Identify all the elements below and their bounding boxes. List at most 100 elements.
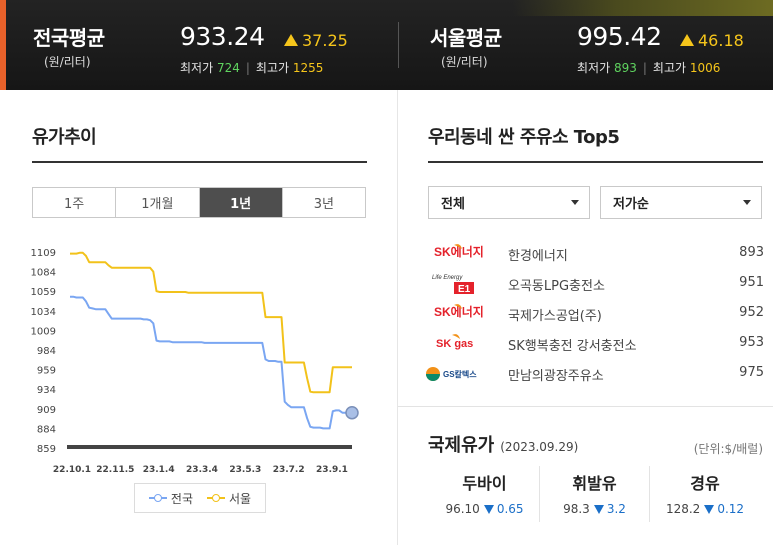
y-tick-label: 884 bbox=[37, 424, 56, 435]
station-row[interactable]: SK에너지 한경에너지 893 bbox=[424, 241, 764, 267]
svg-text:SK에너지: SK에너지 bbox=[434, 304, 484, 319]
caret-down-icon bbox=[743, 200, 751, 205]
x-tick-label: 23.1.4 bbox=[143, 465, 175, 475]
up-arrow-icon bbox=[680, 34, 694, 46]
national-max: 1255 bbox=[292, 61, 324, 75]
y-tick-label: 1059 bbox=[31, 287, 56, 298]
national-unit: (원/리터) bbox=[44, 55, 91, 69]
x-tick-label: 23.7.2 bbox=[273, 465, 305, 475]
intl-item-dubai: 두바이 96.10 0.65 bbox=[430, 466, 540, 522]
station-name: SK행복충전 강서충전소 bbox=[508, 339, 637, 354]
seoul-average: 서울평균 (원/리터) 995.42 46.18 최저가 893 | 최고가 100… bbox=[398, 0, 773, 90]
series-line-national bbox=[70, 295, 352, 430]
gs-caltex-logo: GS칼텍스 bbox=[426, 367, 477, 381]
x-axis-bar bbox=[67, 445, 352, 449]
sk-energy-logo: SK에너지 bbox=[434, 244, 484, 259]
down-arrow-icon bbox=[483, 505, 494, 514]
intl-item-gasoline: 휘발유 98.3 3.2 bbox=[540, 466, 650, 522]
price-summary-banner: 전국평균 (원/리터) 933.24 37.25 최저가 724 | 최고가 125… bbox=[0, 0, 773, 90]
cheap-title-underline bbox=[428, 161, 763, 163]
x-tick-label: 22.10.1 bbox=[53, 465, 91, 475]
down-arrow-icon bbox=[593, 505, 604, 514]
y-tick-label: 1034 bbox=[31, 307, 56, 318]
sk-gas-logo: SK gas bbox=[436, 334, 473, 350]
tab-3years[interactable]: 3년 bbox=[282, 188, 365, 217]
y-tick-label: 934 bbox=[37, 385, 56, 396]
intl-divider bbox=[398, 406, 773, 407]
x-tick-label: 23.3.4 bbox=[186, 465, 218, 475]
cheap-stations-panel: 우리동네 싼 주유소 Top5 전체 저가순 SK에너지 한경에너지 893 L… bbox=[398, 90, 773, 545]
y-tick-label: 984 bbox=[37, 346, 56, 357]
x-tick-label: 23.9.1 bbox=[316, 465, 348, 475]
y-tick-label: 859 bbox=[37, 444, 56, 455]
panel-divider bbox=[397, 90, 398, 545]
legend-national[interactable]: 전국 bbox=[148, 490, 193, 507]
station-name: 만남의광장주유소 bbox=[508, 369, 604, 384]
trend-title-underline bbox=[32, 161, 367, 163]
region-select[interactable]: 전체 bbox=[428, 186, 590, 219]
national-minmax: 최저가 724 | 최고가 1255 bbox=[180, 61, 324, 75]
station-row[interactable]: Life Energy E1 오곡동LPG충전소 951 bbox=[424, 271, 764, 297]
legend-seoul[interactable]: 서울 bbox=[207, 490, 251, 507]
tab-1year[interactable]: 1년 bbox=[199, 188, 283, 217]
trend-title: 유가추이 bbox=[32, 127, 97, 148]
station-price: 951 bbox=[739, 275, 764, 290]
y-tick-label: 909 bbox=[37, 405, 56, 416]
y-tick-label: 1084 bbox=[31, 268, 56, 279]
legend-national-swatch bbox=[148, 493, 167, 503]
e1-logo: Life Energy E1 bbox=[432, 275, 474, 295]
svg-text:GS칼텍스: GS칼텍스 bbox=[443, 369, 477, 379]
cheap-title: 우리동네 싼 주유소 Top5 bbox=[428, 127, 620, 148]
y-tick-label: 959 bbox=[37, 366, 56, 377]
hover-point-marker[interactable] bbox=[345, 405, 359, 420]
sort-select[interactable]: 저가순 bbox=[600, 186, 762, 219]
caret-down-icon bbox=[571, 200, 579, 205]
seoul-minmax: 최저가 893 | 최고가 1006 bbox=[577, 61, 721, 75]
national-title: 전국평균 bbox=[33, 26, 105, 50]
station-row[interactable]: SK gas SK행복충전 강서충전소 953 bbox=[424, 331, 764, 357]
period-tabs: 1주 1개월 1년 3년 bbox=[32, 187, 366, 218]
seoul-price: 995.42 bbox=[577, 22, 662, 51]
legend-seoul-swatch bbox=[207, 493, 225, 503]
sk-energy-logo: SK에너지 bbox=[434, 304, 484, 319]
station-price: 893 bbox=[739, 245, 764, 260]
national-price: 933.24 bbox=[180, 22, 265, 51]
seoul-title: 서울평균 bbox=[430, 26, 502, 50]
x-tick-label: 23.5.3 bbox=[229, 465, 261, 475]
price-trend-chart: 1109 1084 1059 1034 1009 984 959 934 909 884 859 2… bbox=[31, 248, 359, 475]
svg-text:SK에너지: SK에너지 bbox=[434, 244, 484, 259]
down-arrow-icon bbox=[704, 505, 715, 514]
station-name: 국제가스공업(주) bbox=[508, 309, 602, 324]
x-tick-label: 22.11.5 bbox=[96, 465, 134, 475]
station-row[interactable]: GS칼텍스 만남의광장주유소 975 bbox=[424, 361, 764, 387]
intl-oil-title: 국제유가 (2023.09.29) bbox=[428, 435, 579, 456]
station-price: 975 bbox=[739, 365, 764, 380]
station-name: 오곡동LPG충전소 bbox=[508, 279, 605, 294]
svg-text:SK gas: SK gas bbox=[436, 338, 473, 350]
chart-legend: 전국 서울 bbox=[134, 483, 266, 513]
seoul-max: 1006 bbox=[689, 61, 721, 75]
price-trend-panel: 유가추이 1주 1개월 1년 3년 1109 1084 1059 1034 1009 98… bbox=[0, 90, 398, 545]
intl-date: (2023.09.29) bbox=[500, 440, 579, 454]
svg-text:E1: E1 bbox=[458, 284, 471, 295]
station-name: 한경에너지 bbox=[508, 249, 568, 264]
up-arrow-icon bbox=[284, 34, 298, 46]
banner-divider bbox=[398, 22, 399, 68]
national-min: 724 bbox=[216, 61, 240, 75]
national-change: 37.25 bbox=[284, 31, 348, 50]
seoul-min: 893 bbox=[613, 61, 637, 75]
station-price: 952 bbox=[739, 305, 764, 320]
seoul-change: 46.18 bbox=[680, 31, 744, 50]
national-average: 전국평균 (원/리터) 933.24 37.25 최저가 724 | 최고가 125… bbox=[0, 0, 398, 90]
intl-unit: (단위:$/배럴) bbox=[693, 442, 763, 456]
y-tick-label: 1109 bbox=[31, 248, 56, 259]
y-tick-label: 1009 bbox=[31, 326, 56, 337]
svg-text:Life Energy: Life Energy bbox=[432, 275, 463, 281]
station-price: 953 bbox=[739, 335, 764, 350]
intl-item-diesel: 경유 128.2 0.12 bbox=[665, 474, 745, 516]
seoul-unit: (원/리터) bbox=[441, 55, 488, 69]
station-row[interactable]: SK에너지 국제가스공업(주) 952 bbox=[424, 301, 764, 327]
tab-1week[interactable]: 1주 bbox=[33, 188, 117, 217]
series-line-seoul bbox=[70, 251, 352, 394]
tab-1month[interactable]: 1개월 bbox=[116, 188, 200, 217]
